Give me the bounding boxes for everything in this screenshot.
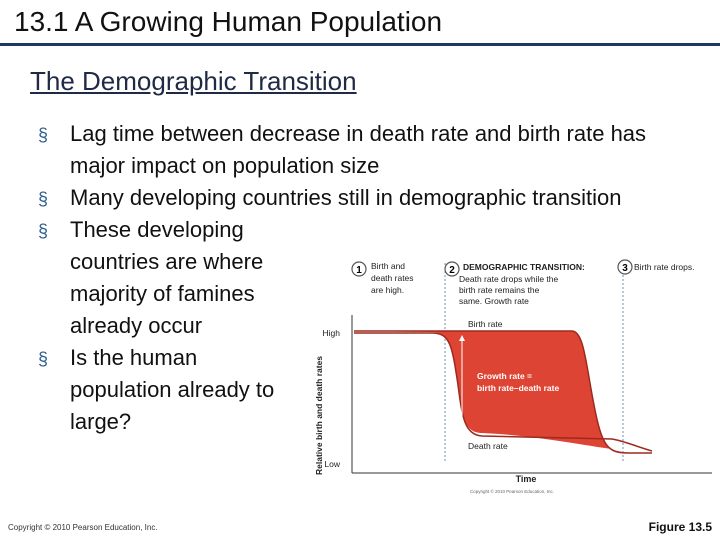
phase-3-label: Birth rate drops.: [634, 262, 694, 272]
demographic-transition-figure: 1 2 3 Birth and death rates are high. DEMO…: [312, 255, 718, 495]
phase-3-number: 3: [622, 263, 628, 274]
title-bar: 13.1 A Growing Human Population: [0, 0, 720, 46]
phase-1-number: 1: [356, 265, 362, 276]
bullet-text: These developing countries are where maj…: [70, 217, 264, 338]
figure-svg: 1 2 3 Birth and death rates are high. DEMO…: [314, 259, 712, 494]
square-bullet-icon: §: [38, 221, 49, 241]
phase-3-badge: [617, 259, 633, 275]
x-axis-title: Time: [516, 474, 537, 484]
phase-2-heading: DEMOGRAPHIC TRANSITION:: [463, 262, 585, 272]
arrow-up-icon: [459, 335, 465, 341]
slide-subtitle: The Demographic Transition: [30, 66, 357, 96]
bullet-text: Many developing countries still in demog…: [70, 185, 622, 210]
bullet-item: § Many developing countries still in demo…: [38, 182, 630, 214]
slide-title: 13.1 A Growing Human Population: [14, 6, 443, 37]
growth-rate-label-line1: Growth rate =: [477, 371, 532, 381]
phase-2-number: 2: [449, 265, 455, 276]
bullet-text: Is the human population already to large…: [70, 345, 275, 434]
y-low-label: Low: [324, 459, 340, 469]
square-bullet-icon: §: [38, 125, 49, 145]
bullet-list: § Lag time between decrease in death rate…: [38, 118, 668, 438]
square-bullet-icon: §: [38, 189, 49, 209]
death-rate-line: [354, 332, 653, 452]
bullet-item: § Lag time between decrease in death rate…: [38, 118, 668, 182]
phase-1-badge: [351, 261, 367, 277]
bullet-text: Lag time between decrease in death rate …: [70, 121, 647, 178]
bullet-item: § Is the human population already to larg…: [38, 342, 300, 438]
square-bullet-icon: §: [38, 349, 49, 369]
growth-rate-area: [354, 331, 652, 453]
figure-number-label: Figure 13.5: [648, 520, 712, 534]
phase-1-label: Birth and death rates are high.: [371, 261, 414, 295]
phase-2-label: Death rate drops while the birth rate rem…: [459, 274, 558, 306]
birth-rate-line: [354, 330, 652, 454]
death-rate-label: Death rate: [468, 441, 508, 451]
y-axis-title: Relative birth and death rates: [314, 356, 324, 475]
phase-2-badge: [444, 261, 460, 277]
title-underline-rule: [0, 43, 720, 46]
bullet-item: § These developing countries are where ma…: [38, 214, 310, 342]
figure-credit: Copyright © 2010 Pearson Education, Inc.: [470, 488, 554, 494]
y-high-label: High: [323, 328, 341, 338]
growth-rate-label-line2: birth rate–death rate: [477, 383, 559, 393]
arrow-down-icon: [459, 425, 465, 431]
footer-copyright: Copyright © 2010 Pearson Education, Inc.: [8, 523, 158, 532]
birth-rate-label: Birth rate: [468, 319, 503, 329]
